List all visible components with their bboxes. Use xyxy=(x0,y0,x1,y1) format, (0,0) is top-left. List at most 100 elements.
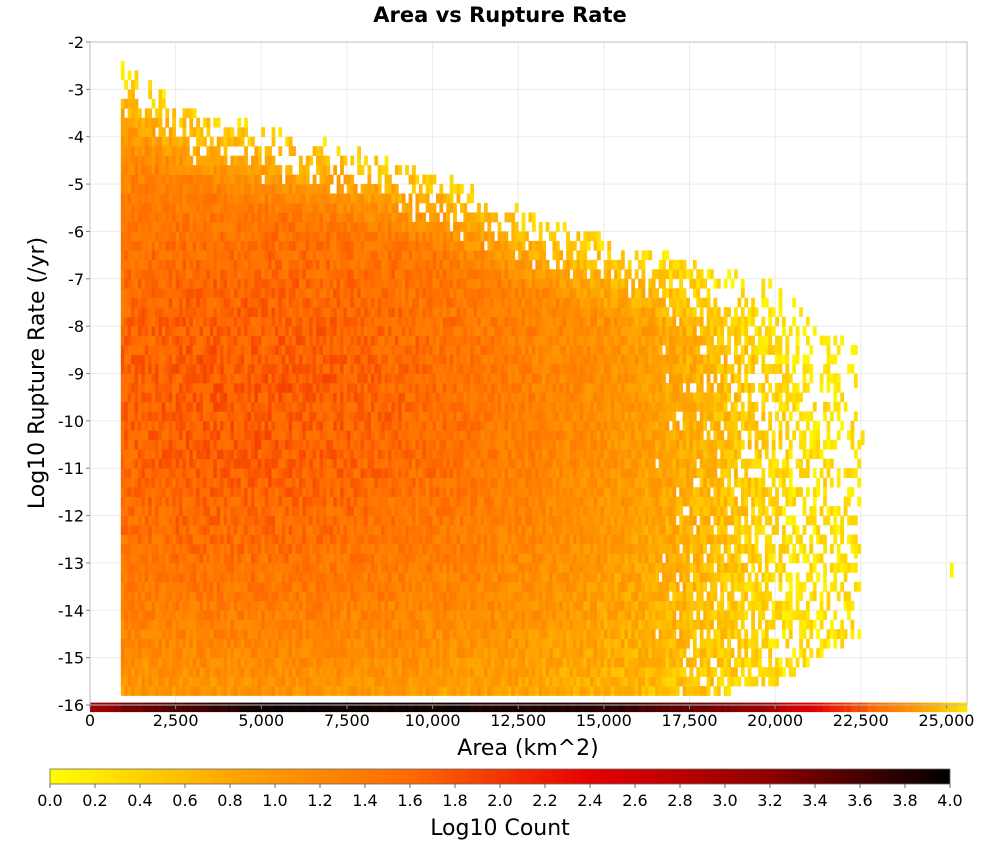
heatmap-cell xyxy=(199,316,204,327)
heatmap-cell xyxy=(271,335,276,346)
heatmap-cell xyxy=(196,458,200,469)
heatmap-cell xyxy=(401,667,406,677)
heatmap-cell xyxy=(134,70,139,81)
heatmap-cell xyxy=(247,411,252,422)
heatmap-cell xyxy=(309,477,314,488)
heatmap-cell xyxy=(161,496,166,507)
heatmap-cell xyxy=(192,401,197,412)
heatmap-cell xyxy=(216,629,221,640)
heatmap-cell xyxy=(127,316,132,327)
heatmap-cell xyxy=(388,562,392,573)
heatmap-cell xyxy=(264,146,269,157)
heatmap-cell xyxy=(370,657,375,668)
heatmap-cell xyxy=(213,335,218,346)
heatmap-cell xyxy=(381,373,385,384)
heatmap-cell xyxy=(158,610,163,621)
heatmap-cell xyxy=(213,449,218,460)
heatmap-cell xyxy=(364,487,368,497)
heatmap-cell xyxy=(401,496,406,507)
heatmap-cell xyxy=(257,600,262,611)
heatmap-cell xyxy=(391,269,396,280)
heatmap-cell xyxy=(189,477,194,488)
heatmap-cell xyxy=(346,468,351,479)
heatmap-cell xyxy=(346,269,351,280)
heatmap-cell xyxy=(247,316,252,327)
heatmap-cell xyxy=(268,629,272,640)
heatmap-cell xyxy=(285,676,290,687)
heatmap-cell xyxy=(158,553,163,564)
heatmap-cell xyxy=(274,439,279,450)
heatmap-cell xyxy=(206,487,211,497)
heatmap-cell xyxy=(292,316,296,327)
heatmap-cell xyxy=(305,165,310,175)
heatmap-cell xyxy=(172,392,176,403)
heatmap-cell xyxy=(168,619,173,630)
heatmap-cell xyxy=(391,401,396,412)
heatmap-cell xyxy=(288,345,293,355)
heatmap-cell xyxy=(340,496,344,507)
heatmap-cell xyxy=(398,165,403,175)
heatmap-cell xyxy=(216,610,221,621)
heatmap-cell xyxy=(158,193,163,204)
heatmap-cell xyxy=(401,203,406,213)
heatmap-cell xyxy=(329,411,334,422)
heatmap-cell xyxy=(240,335,245,346)
heatmap-cell xyxy=(274,193,279,204)
heatmap-cell xyxy=(175,543,180,554)
heatmap-cell xyxy=(408,212,413,223)
heatmap-cell xyxy=(305,203,310,213)
heatmap-cell xyxy=(346,364,351,374)
heatmap-cell xyxy=(281,392,286,403)
heatmap-cell xyxy=(370,581,375,592)
heatmap-cell xyxy=(298,364,303,374)
heatmap-cell xyxy=(333,278,338,289)
heatmap-cell xyxy=(165,667,170,677)
heatmap-cell xyxy=(401,676,406,687)
heatmap-cell xyxy=(148,165,153,175)
heatmap-cell xyxy=(264,458,269,469)
heatmap-cell xyxy=(336,458,341,469)
heatmap-cell xyxy=(357,411,361,422)
heatmap-cell xyxy=(333,269,338,280)
heatmap-cell xyxy=(165,619,170,630)
heatmap-cell xyxy=(360,515,365,526)
heatmap-cell xyxy=(254,629,259,640)
heatmap-cell xyxy=(288,676,293,687)
heatmap-cell xyxy=(261,269,266,280)
heatmap-cell xyxy=(364,184,368,194)
heatmap-cell xyxy=(326,231,331,242)
heatmap-cell xyxy=(401,430,406,441)
heatmap-cell xyxy=(161,657,166,668)
heatmap-cell xyxy=(329,259,334,270)
heatmap-cell xyxy=(134,506,139,516)
heatmap-cell xyxy=(168,648,173,658)
heatmap-cell xyxy=(120,231,125,242)
heatmap-cell xyxy=(333,562,338,573)
heatmap-cell xyxy=(134,373,139,384)
heatmap-cell xyxy=(203,354,207,365)
heatmap-cell xyxy=(220,515,224,526)
heatmap-cell xyxy=(182,619,187,630)
heatmap-cell xyxy=(230,250,235,261)
heatmap-cell xyxy=(412,392,416,403)
heatmap-cell xyxy=(312,496,317,507)
heatmap-cell xyxy=(285,240,290,251)
heatmap-cell xyxy=(370,629,375,640)
heatmap-cell xyxy=(251,174,255,185)
heatmap-cell xyxy=(261,543,266,554)
heatmap-cell xyxy=(216,193,221,204)
heatmap-cell xyxy=(213,269,218,280)
heatmap-cell xyxy=(179,174,183,185)
heatmap-cell xyxy=(360,629,365,640)
heatmap-cell xyxy=(134,307,139,318)
heatmap-cell xyxy=(394,335,399,346)
heatmap-cell xyxy=(151,439,156,450)
heatmap-cell xyxy=(175,553,180,564)
heatmap-cell xyxy=(364,250,368,261)
heatmap-cell xyxy=(295,477,300,488)
heatmap-cell xyxy=(374,477,379,488)
heatmap-cell xyxy=(350,619,355,630)
heatmap-cell xyxy=(247,297,252,308)
heatmap-cell xyxy=(367,354,372,365)
heatmap-cell xyxy=(251,572,255,583)
